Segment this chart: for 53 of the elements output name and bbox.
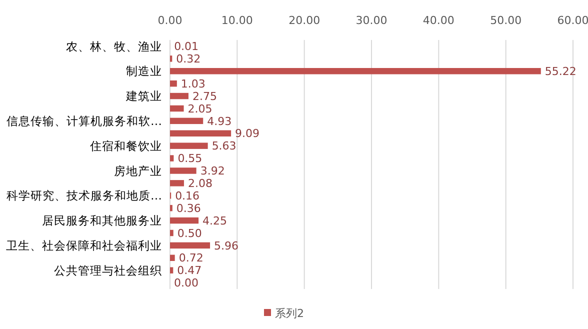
y-tick-label: 卫生、社会保障和社会福利业 bbox=[6, 238, 162, 252]
data-label: 1.03 bbox=[180, 77, 206, 90]
x-tick-label: 0.00 bbox=[158, 14, 182, 27]
y-tick-label: 建筑业 bbox=[125, 89, 162, 104]
x-tick-label: 50.00 bbox=[490, 14, 522, 27]
data-label: 0.36 bbox=[176, 202, 201, 215]
data-label: 0.01 bbox=[174, 40, 199, 54]
y-tick-label: 制造业 bbox=[126, 64, 162, 78]
data-label: 0.47 bbox=[177, 264, 202, 278]
bar bbox=[170, 230, 174, 236]
y-tick-label: 公共管理与社会组织 bbox=[54, 263, 162, 278]
bar bbox=[170, 155, 174, 162]
data-label: 0.32 bbox=[176, 52, 201, 66]
y-tick-label: 房地产业 bbox=[114, 164, 162, 178]
data-label: 0.55 bbox=[178, 152, 202, 166]
bar bbox=[170, 217, 199, 224]
data-label: 2.08 bbox=[188, 177, 212, 190]
bar bbox=[170, 180, 184, 186]
data-label: 4.93 bbox=[207, 114, 232, 128]
data-label: 2.75 bbox=[192, 90, 217, 103]
x-tick-label: 40.00 bbox=[422, 14, 454, 27]
y-tick-label: 居民服务和其他服务业 bbox=[42, 214, 162, 228]
bar bbox=[170, 68, 541, 74]
bar bbox=[170, 254, 175, 261]
bar bbox=[170, 242, 210, 249]
x-tick-label: 30.00 bbox=[356, 14, 388, 27]
data-label: 4.25 bbox=[202, 214, 228, 228]
bar bbox=[170, 142, 208, 149]
data-label: 2.05 bbox=[188, 102, 212, 116]
data-label: 9.09 bbox=[235, 127, 260, 140]
data-label: 55.22 bbox=[544, 64, 576, 78]
y-tick-label: 农、林、牧、渔业 bbox=[66, 39, 162, 54]
bar bbox=[170, 92, 188, 100]
bar bbox=[170, 130, 232, 136]
y-tick-label: 信息传输、计算机服务和软… bbox=[6, 114, 162, 128]
bar bbox=[170, 168, 196, 174]
data-label: 0.16 bbox=[175, 189, 200, 202]
y-tick-label: 科学研究、技术服务和地质… bbox=[6, 188, 162, 203]
bar bbox=[170, 118, 204, 124]
x-tick-label: 60.00 bbox=[557, 14, 588, 27]
bar bbox=[170, 105, 184, 112]
legend-label: 系列2 bbox=[275, 306, 304, 320]
data-label: 0.00 bbox=[174, 276, 198, 290]
x-tick-label: 10.00 bbox=[221, 14, 253, 27]
bar bbox=[170, 80, 177, 87]
data-label: 0.50 bbox=[177, 226, 202, 240]
data-label: 0.72 bbox=[178, 252, 204, 265]
data-label: 5.96 bbox=[214, 239, 239, 252]
bar bbox=[170, 267, 174, 274]
data-label: 3.92 bbox=[200, 164, 225, 178]
y-tick-label: 住宿和餐饮业 bbox=[89, 138, 162, 153]
data-label: 5.63 bbox=[212, 140, 236, 153]
x-tick-label: 20.00 bbox=[288, 14, 320, 27]
